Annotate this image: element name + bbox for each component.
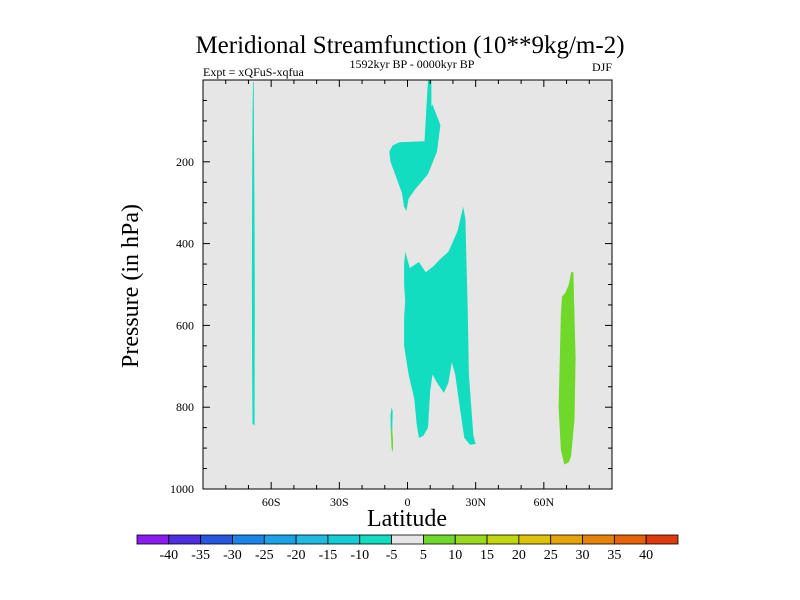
colorbar-label: 40: [639, 548, 653, 563]
x-tick-label: 0: [405, 495, 411, 509]
contour-regions: [251, 80, 576, 465]
colorbar-box: [486, 534, 520, 545]
colorbar-label: -20: [287, 548, 306, 563]
x-axis-label: Latitude: [367, 506, 447, 532]
center-annotation: 1592kyr BP - 0000kyr BP: [350, 57, 475, 71]
colorbar-box: [263, 534, 297, 545]
y-tick-label: 1000: [170, 482, 194, 496]
colorbar-box: [232, 534, 265, 545]
right-annotation: DJF: [592, 60, 612, 74]
colorbar-label: 35: [607, 548, 621, 563]
colorbar-box: [359, 534, 392, 545]
colorbar-box: [613, 534, 647, 545]
colorbar-label: -10: [350, 548, 369, 563]
colorbar-label: 25: [544, 548, 558, 563]
colorbar-box: [518, 534, 552, 545]
colorbar-label: 30: [576, 548, 590, 563]
contour-region-pos-tiny-tropics: [390, 427, 393, 453]
y-tick-label: 200: [176, 155, 194, 169]
colorbar-box: [582, 534, 615, 545]
x-tick-label: 30N: [465, 495, 486, 509]
axis-ticks: 200 400 600 800 1000 60S 30S 0 30N 60N: [170, 80, 612, 509]
colorbar-label: 15: [480, 548, 494, 563]
colorbar-label: -15: [319, 548, 338, 563]
colorbar-label: 20: [512, 548, 526, 563]
colorbar-box: [423, 534, 456, 545]
contour-region-neg-lower-tropics: [404, 206, 476, 445]
colorbar-box: [200, 534, 233, 545]
colorbar-label: -35: [191, 548, 210, 563]
x-tick-label: 60S: [262, 495, 281, 509]
y-tick-label: 400: [176, 237, 194, 251]
y-tick-label: 600: [176, 318, 194, 332]
y-axis-label: Pressure (in hPa): [118, 204, 144, 368]
colorbar-label: -30: [223, 548, 242, 563]
x-tick-label: 30S: [330, 495, 349, 509]
contour-region-neg-southern-narrow: [251, 82, 255, 426]
left-annotation: Expt = xQFuS-xqfua: [203, 65, 304, 79]
x-tick-label: 60N: [533, 495, 554, 509]
contour-region-neg-upper-tropics: [389, 80, 441, 211]
colorbar-box: [295, 534, 329, 545]
colorbar-box: [645, 534, 679, 545]
colorbar-box: [550, 534, 583, 545]
y-tick-label: 800: [176, 400, 194, 414]
colorbar-label: 5: [420, 548, 427, 563]
colorbar-box: [136, 534, 170, 545]
colorbar-box: [454, 534, 488, 545]
chart-title: Meridional Streamfunction (10**9kg/m-2): [195, 32, 624, 59]
colorbar-label: -5: [386, 548, 398, 563]
colorbar-box: [327, 534, 361, 545]
colorbar-label: 10: [448, 548, 462, 563]
contour-region-pos-northern: [558, 272, 576, 465]
colorbar-box: [391, 534, 424, 545]
colorbar-label: -40: [159, 548, 178, 563]
colorbar: -40 -35 -30 -25 -20 -15 -10 -5 5 10 15 20 25 30 35 40: [136, 534, 679, 563]
colorbar-box: [168, 534, 202, 545]
colorbar-label: -25: [255, 548, 274, 563]
